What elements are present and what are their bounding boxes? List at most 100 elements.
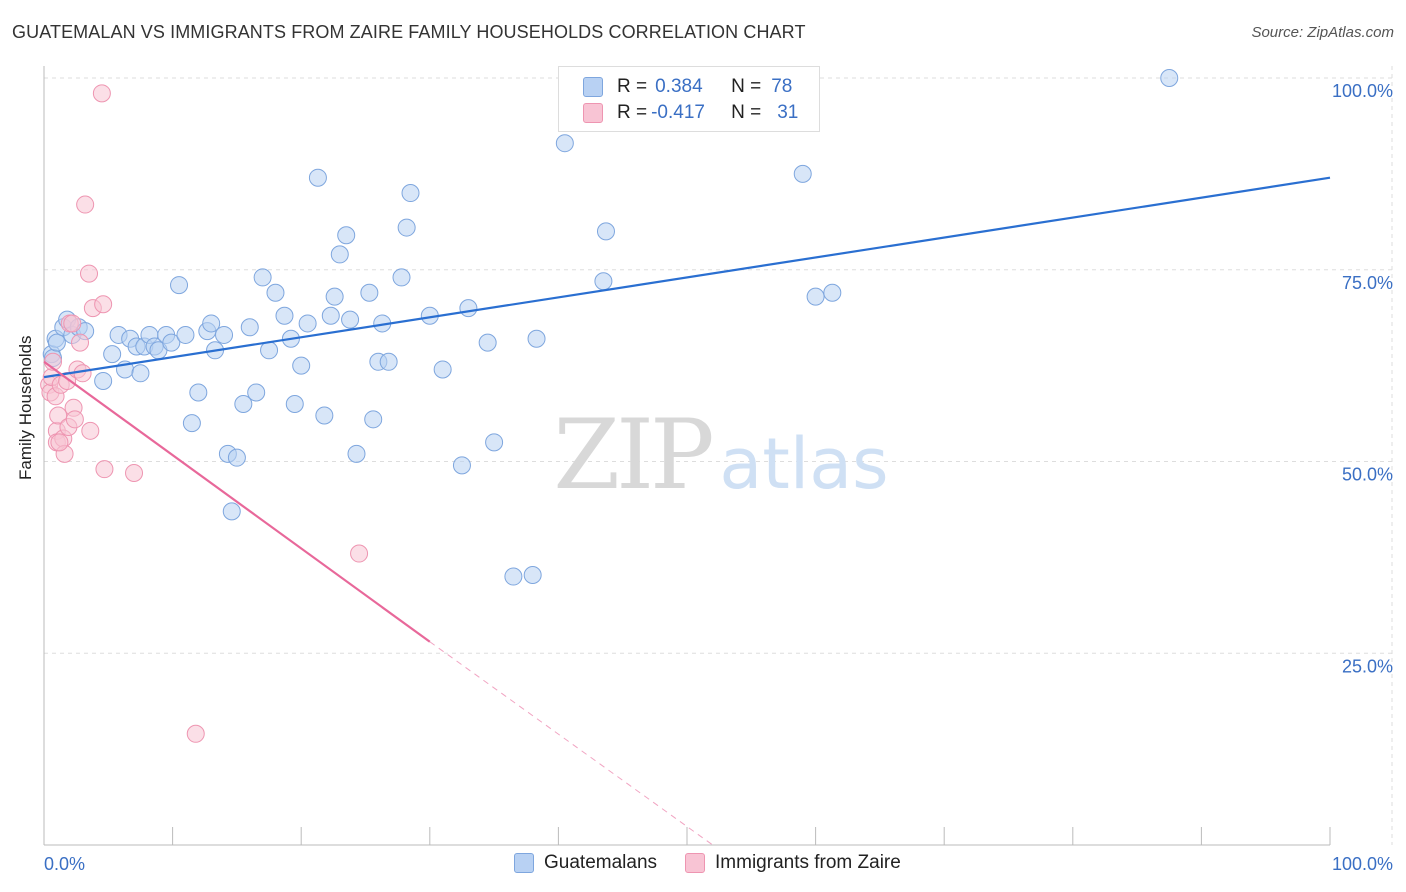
trend-lines — [43, 176, 1331, 846]
y-tick-label: 25.0% — [1342, 656, 1393, 676]
guatemalan-point — [452, 456, 471, 475]
guatemalan-point — [325, 287, 344, 306]
guatemalan-point — [170, 276, 189, 295]
zaire-trend-line — [43, 360, 431, 643]
y-tick-label: 100.0% — [1332, 81, 1393, 101]
guatemalan-point — [504, 567, 523, 586]
guatemalan-point — [360, 283, 379, 302]
zaire-point — [95, 460, 114, 479]
guatemalan-point — [94, 371, 113, 390]
legend-swatch-blue — [514, 853, 534, 873]
guatemalan-point — [285, 394, 304, 413]
series-legend: Guatemalans Immigrants from Zaire — [514, 852, 929, 874]
guatemalan-point — [266, 283, 285, 302]
zaire-point — [350, 544, 369, 563]
guatemalan-trend-line — [43, 176, 1331, 379]
guatemalan-point — [459, 299, 478, 318]
legend-row-guatemalans: R = 0.384 N = 78 — [583, 74, 792, 100]
guatemalan-point — [202, 314, 221, 333]
guatemalan-point — [189, 383, 208, 402]
guatemalan-point — [234, 394, 253, 413]
y-tick-label: 75.0% — [1342, 273, 1393, 293]
guatemalan-point — [392, 268, 411, 287]
source-label: Source: ZipAtlas.com — [1251, 24, 1394, 41]
guatemalan-point — [253, 268, 272, 287]
guatemalan-point — [793, 164, 812, 183]
zaire-point — [92, 84, 111, 103]
guatemalan-point — [260, 341, 279, 360]
zaire-point — [49, 406, 68, 425]
guatemalan-point — [433, 360, 452, 379]
guatemalan-point — [240, 318, 259, 337]
watermark-atlas: atlas — [719, 423, 888, 505]
guatemalan-point — [478, 333, 497, 352]
r-label: R = — [617, 76, 648, 97]
guatemalan-point — [594, 272, 613, 291]
guatemalan-point — [806, 287, 825, 306]
guatemalan-point — [321, 306, 340, 325]
guatemalan-point — [364, 410, 383, 429]
zaire-point — [125, 464, 144, 483]
guatemalan-point — [222, 502, 241, 521]
guatemalan-point — [292, 356, 311, 375]
r-value: -0.417 — [651, 102, 705, 123]
n-value: 31 — [777, 102, 799, 123]
guatemalan-point — [275, 306, 294, 325]
n-label: N = — [731, 102, 762, 123]
guatemalan-point — [341, 310, 360, 329]
guatemalan-point — [308, 168, 327, 187]
guatemalan-point — [315, 406, 334, 425]
guatemalan-point — [555, 134, 574, 153]
gridlines — [44, 66, 1393, 845]
x-tick-label-start: 0.0% — [44, 854, 85, 874]
n-value: 78 — [771, 76, 793, 97]
y-axis-label: Family Households — [16, 335, 35, 480]
x-tick-label-end: 100.0% — [1332, 854, 1393, 874]
guatemalan-point — [485, 433, 504, 452]
guatemalan-point — [1160, 69, 1179, 87]
guatemalan-point — [215, 325, 234, 344]
legend-label: Immigrants from Zaire — [715, 852, 901, 873]
watermark: ZIP atlas — [553, 399, 888, 511]
zaire-point — [186, 724, 205, 743]
guatemalan-point — [596, 222, 615, 241]
guatemalan-point — [298, 314, 317, 333]
guatemalan-point — [527, 329, 546, 348]
guatemalan-point — [227, 448, 246, 467]
guatemalan-point — [330, 245, 349, 264]
guatemalan-point — [337, 226, 356, 245]
guatemalan-point — [131, 364, 150, 383]
axes — [43, 66, 1331, 846]
legend-swatch-blue — [583, 77, 603, 97]
guatemalan-point — [103, 345, 122, 364]
legend-row-zaire: R = -0.417 N = 31 — [583, 100, 798, 126]
zaire-point — [65, 410, 84, 429]
zaire-point — [63, 314, 82, 333]
zaire-trend-extension — [429, 641, 714, 846]
zaire-point — [80, 264, 99, 283]
guatemalan-point — [823, 283, 842, 302]
guatemalan-point — [347, 444, 366, 463]
guatemalan-point — [523, 566, 542, 585]
guatemalan-point — [401, 184, 420, 203]
zaire-point — [50, 433, 69, 452]
r-label: R = — [617, 102, 648, 123]
guatemalan-point — [47, 333, 66, 352]
chart-title: GUATEMALAN VS IMMIGRANTS FROM ZAIRE FAMI… — [12, 22, 806, 42]
y-tick-label: 50.0% — [1342, 465, 1393, 485]
r-value: 0.384 — [655, 76, 703, 97]
guatemalan-point — [379, 352, 398, 371]
legend-swatch-pink — [685, 853, 706, 873]
legend-item-guatemalans: Guatemalans — [514, 852, 657, 874]
guatemalan-point — [182, 414, 201, 433]
tick-labels: 25.0% 50.0% 75.0% 100.0% 0.0% 100.0% — [44, 81, 1393, 874]
legend-item-zaire: Immigrants from Zaire — [685, 852, 901, 874]
zaire-point — [94, 295, 113, 314]
correlation-legend: R = 0.384 N = 78 R = -0.417 N = 31 — [558, 66, 820, 132]
zaire-point — [76, 195, 95, 214]
guatemalan-point — [162, 333, 181, 352]
zaire-point — [73, 364, 92, 383]
guatemalan-point — [247, 383, 266, 402]
zaire-point — [81, 421, 100, 440]
